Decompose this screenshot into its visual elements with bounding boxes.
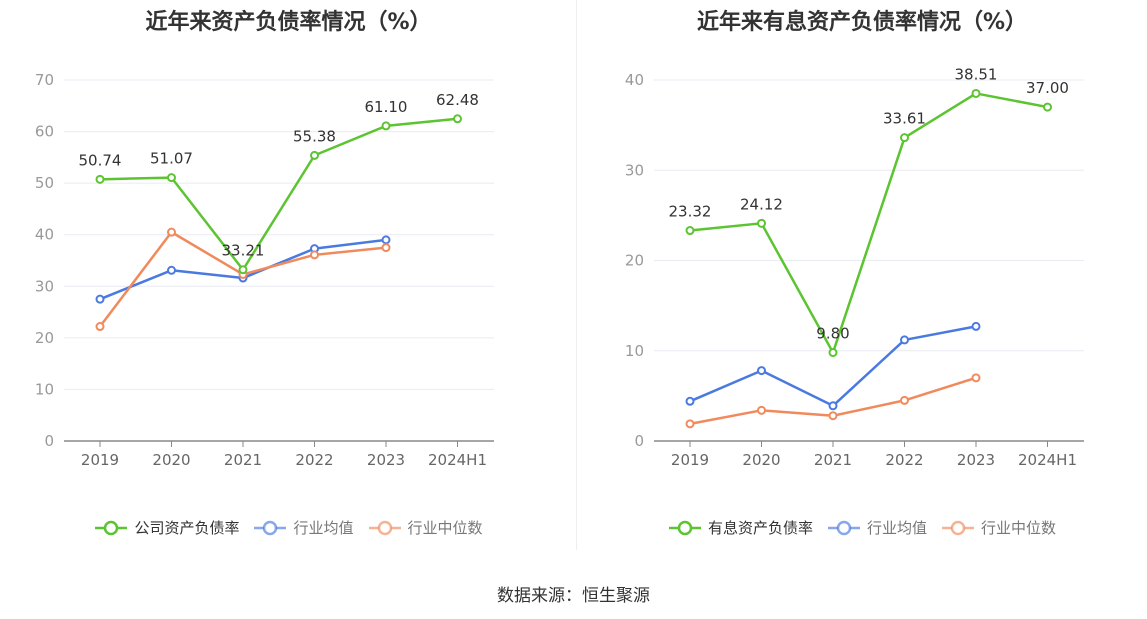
legend-label: 有息资产负债率 [707,519,813,537]
data-point[interactable] [95,322,105,332]
legend-swatch-icon [254,520,287,535]
x-tick-label: 2020 [152,451,190,469]
legend-label: 行业中位数 [981,519,1057,537]
data-point[interactable] [381,121,391,131]
y-tick-label: 40 [625,71,644,89]
x-tick-label: 2020 [742,451,780,469]
data-point[interactable] [828,401,838,411]
chart-panel-left: 近年来资产负债率情况（%） 0 10 20 30 40 50 60 70 2019 2020 202… [0,0,577,560]
legend-swatch-icon [668,520,701,535]
legend-label: 公司资产负债率 [134,519,240,537]
series-line [99,117,458,271]
x-tick-label: 2023 [957,451,995,469]
data-label: 50.74 [79,151,122,169]
data-point[interactable] [381,235,391,245]
y-tick-label: 60 [35,123,54,141]
y-tick-label: 0 [634,432,644,450]
data-point[interactable] [95,174,105,184]
data-point[interactable] [757,405,766,415]
data-point[interactable] [685,419,695,429]
data-point[interactable] [900,133,909,143]
legend-item[interactable]: 行业均值 [827,517,927,538]
x-tick-label: 2021 [224,451,262,469]
data-label: 33.21 [222,242,265,260]
y-tick-label: 50 [35,174,54,192]
x-tick-label: 2019 [81,451,119,469]
y-tick-label: 0 [44,432,54,450]
y-tick-label: 10 [35,380,54,398]
legend-swatch-icon [827,520,860,535]
legend-label: 行业中位数 [407,519,483,537]
data-label: 38.51 [955,65,998,83]
x-tick-label: 2024H1 [428,451,487,469]
y-tick-label: 30 [35,277,54,295]
data-point[interactable] [95,294,105,304]
data-label: 61.10 [365,98,408,116]
data-point[interactable] [828,348,838,358]
data-label: 9.80 [816,325,849,343]
x-tick-label: 2021 [814,451,852,469]
data-point[interactable] [685,226,695,236]
data-point[interactable] [971,373,981,383]
data-point[interactable] [167,227,176,237]
data-point[interactable] [310,250,319,260]
data-point[interactable] [828,411,838,421]
legend-swatch-icon [95,520,128,535]
data-point[interactable] [757,366,766,376]
data-label: 23.32 [669,203,712,221]
data-point[interactable] [900,335,909,345]
data-point[interactable] [167,265,176,275]
data-point[interactable] [757,218,766,228]
x-tick-label: 2019 [671,451,709,469]
data-point[interactable] [971,321,981,331]
legend-item[interactable]: 有息资产负债率 [668,517,813,538]
chart-panel-right: 近年来有息资产负债率情况（%） 0 10 20 30 40 2019 2020 2021 202… [577,0,1147,560]
data-point[interactable] [381,243,391,253]
data-point[interactable] [900,395,909,405]
x-tick-label: 2022 [885,451,923,469]
y-tick-label: 30 [625,161,644,179]
data-label: 37.00 [1026,79,1069,97]
data-label: 33.61 [883,110,926,128]
data-point[interactable] [167,173,176,183]
series-line [689,92,1048,354]
data-label: 55.38 [293,127,336,145]
data-point[interactable] [453,114,462,124]
y-tick-label: 10 [625,342,644,360]
legend-item[interactable]: 行业中位数 [368,517,483,538]
y-tick-label: 70 [35,71,54,89]
data-label: 62.48 [436,91,479,109]
data-point[interactable] [971,88,981,98]
data-point[interactable] [1043,102,1052,112]
legend-item[interactable]: 行业均值 [253,517,354,538]
chart-left: 0 10 20 30 40 50 60 70 2019 2020 2021 2022 2023 2024H… [35,71,494,469]
x-tick-label: 2024H1 [1018,451,1077,469]
y-tick-label: 20 [625,252,644,270]
data-point[interactable] [238,265,248,275]
legend-right: 有息资产负债率 行业均值 行业中位数 [577,517,1147,538]
legend-label: 行业均值 [293,519,354,537]
legend-swatch-icon [368,520,401,535]
x-tick-label: 2022 [295,451,333,469]
data-label: 51.07 [150,150,193,168]
legend-swatch-icon [942,520,974,535]
data-source: 数据来源：恒生聚源 [497,586,650,606]
y-tick-label: 20 [35,329,54,347]
panel-divider [576,0,577,550]
y-tick-label: 40 [35,226,54,244]
legend-item[interactable]: 行业中位数 [941,517,1056,538]
chart-title-left: 近年来资产负债率情况（%） [145,10,432,35]
data-label: 24.12 [740,195,783,213]
chart-right: 0 10 20 30 40 2019 2020 2021 2022 2023 2024H1 23.32… [625,65,1084,469]
legend-item[interactable]: 公司资产负债率 [94,517,239,538]
x-tick-label: 2023 [367,451,405,469]
data-point[interactable] [685,396,695,406]
legend-label: 行业均值 [866,519,927,537]
chart-title-right: 近年来有息资产负债率情况（%） [696,10,1028,35]
data-point[interactable] [310,150,319,160]
legend-left: 公司资产负债率 行业均值 行业中位数 [0,517,577,538]
